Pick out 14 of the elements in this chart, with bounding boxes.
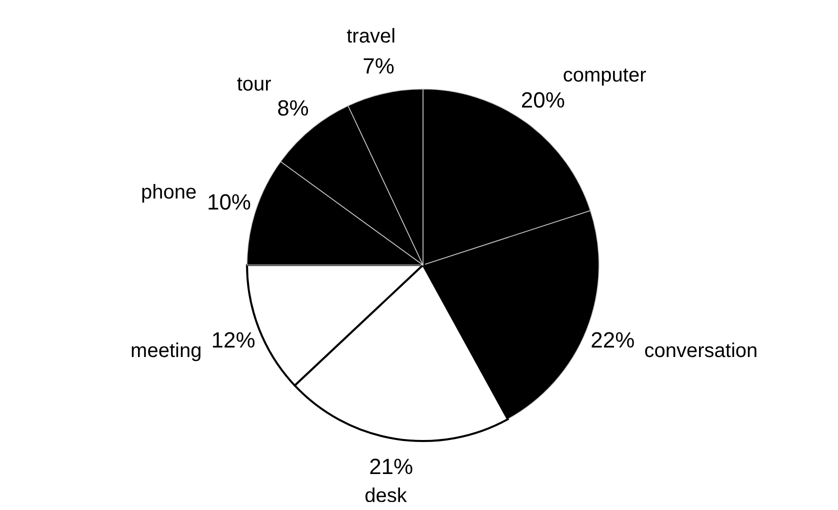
slice-label: conversation	[644, 340, 758, 362]
data-label: 10%	[206, 189, 252, 214]
data-label: 7%	[362, 53, 394, 78]
slice-label: meeting	[130, 340, 202, 362]
data-label: 21%	[369, 454, 414, 479]
data-label: 20%	[520, 87, 565, 112]
slice-label: desk	[364, 485, 408, 508]
data-label: 22%	[590, 328, 635, 353]
slice-label: computer	[562, 64, 647, 87]
slice-label: tour	[236, 74, 272, 96]
data-label: 12%	[211, 328, 256, 353]
slice-label: phone	[141, 182, 197, 204]
data-label: 8%	[277, 95, 309, 120]
slice-label: travel	[346, 26, 396, 48]
